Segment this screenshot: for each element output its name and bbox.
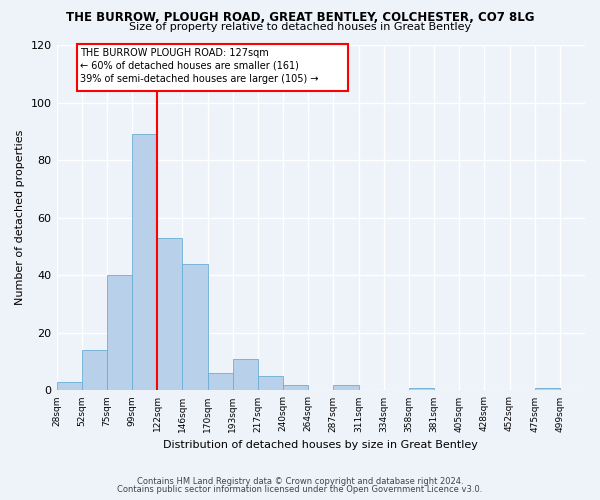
FancyBboxPatch shape: [77, 44, 349, 91]
Bar: [107, 276, 132, 390]
Bar: [56, 382, 82, 390]
Text: 39% of semi-detached houses are larger (105) →: 39% of semi-detached houses are larger (…: [80, 74, 319, 84]
Text: Contains public sector information licensed under the Open Government Licence v3: Contains public sector information licen…: [118, 484, 482, 494]
Bar: [283, 384, 308, 390]
Text: ← 60% of detached houses are smaller (161): ← 60% of detached houses are smaller (16…: [80, 61, 299, 71]
Bar: [132, 134, 157, 390]
Bar: [182, 264, 208, 390]
Bar: [334, 384, 359, 390]
Text: THE BURROW, PLOUGH ROAD, GREAT BENTLEY, COLCHESTER, CO7 8LG: THE BURROW, PLOUGH ROAD, GREAT BENTLEY, …: [66, 11, 534, 24]
Bar: [208, 373, 233, 390]
Text: Size of property relative to detached houses in Great Bentley: Size of property relative to detached ho…: [129, 22, 471, 32]
Bar: [535, 388, 560, 390]
Text: THE BURROW PLOUGH ROAD: 127sqm: THE BURROW PLOUGH ROAD: 127sqm: [80, 48, 269, 58]
Y-axis label: Number of detached properties: Number of detached properties: [15, 130, 25, 306]
Bar: [157, 238, 182, 390]
Bar: [258, 376, 283, 390]
Bar: [82, 350, 107, 391]
Bar: [233, 359, 258, 390]
Bar: [409, 388, 434, 390]
X-axis label: Distribution of detached houses by size in Great Bentley: Distribution of detached houses by size …: [163, 440, 478, 450]
Text: Contains HM Land Registry data © Crown copyright and database right 2024.: Contains HM Land Registry data © Crown c…: [137, 477, 463, 486]
